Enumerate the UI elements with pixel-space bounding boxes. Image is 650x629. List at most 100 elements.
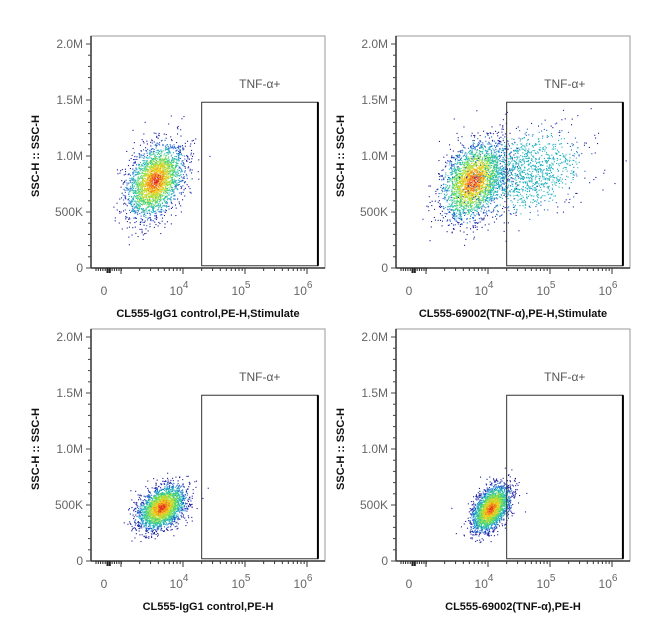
event-point bbox=[439, 206, 441, 208]
event-point bbox=[130, 199, 132, 201]
event-point bbox=[163, 164, 165, 166]
event-point bbox=[153, 163, 155, 165]
event-point bbox=[475, 202, 477, 204]
event-point bbox=[145, 163, 147, 165]
event-point bbox=[179, 151, 181, 153]
event-point bbox=[180, 153, 182, 155]
event-point bbox=[160, 181, 162, 183]
event-point bbox=[477, 169, 479, 171]
event-point bbox=[477, 179, 479, 181]
event-point bbox=[501, 172, 503, 174]
event-point bbox=[457, 179, 459, 181]
event-point bbox=[470, 201, 472, 203]
event-point bbox=[177, 173, 179, 175]
event-point bbox=[512, 181, 514, 183]
event-point bbox=[149, 177, 151, 179]
event-point bbox=[499, 173, 501, 175]
event-point bbox=[476, 204, 478, 206]
event-point bbox=[167, 187, 169, 189]
event-point bbox=[153, 188, 155, 190]
event-point bbox=[168, 147, 170, 149]
event-point bbox=[457, 161, 459, 163]
event-point bbox=[154, 180, 156, 182]
event-point bbox=[492, 181, 494, 183]
event-point bbox=[151, 176, 153, 178]
event-point bbox=[491, 160, 493, 162]
event-point bbox=[469, 186, 471, 188]
event-point bbox=[470, 153, 472, 155]
event-point bbox=[127, 199, 129, 201]
event-point bbox=[123, 210, 125, 212]
event-point bbox=[121, 197, 123, 199]
event-point bbox=[138, 185, 140, 187]
event-point bbox=[488, 180, 490, 182]
event-point bbox=[158, 200, 160, 202]
event-point bbox=[152, 158, 154, 160]
event-point bbox=[160, 171, 162, 173]
event-point bbox=[485, 192, 487, 194]
event-point bbox=[466, 153, 468, 155]
event-point bbox=[449, 144, 451, 146]
event-point bbox=[460, 186, 462, 188]
event-point bbox=[153, 210, 155, 212]
event-point bbox=[176, 183, 178, 185]
event-point bbox=[157, 208, 159, 210]
event-point bbox=[478, 160, 480, 162]
event-point bbox=[457, 223, 459, 225]
event-point bbox=[166, 201, 168, 203]
event-point bbox=[502, 140, 504, 142]
event-point bbox=[510, 213, 512, 215]
event-point bbox=[183, 165, 185, 167]
event-point bbox=[172, 181, 174, 183]
event-point bbox=[165, 177, 167, 179]
event-point bbox=[166, 165, 168, 167]
event-point bbox=[451, 164, 453, 166]
event-point bbox=[460, 171, 462, 173]
event-point bbox=[149, 195, 151, 197]
event-point bbox=[453, 228, 455, 230]
event-point bbox=[475, 179, 477, 181]
event-point bbox=[475, 171, 477, 173]
event-point bbox=[155, 214, 157, 216]
event-point bbox=[472, 140, 474, 142]
event-point bbox=[153, 173, 155, 175]
event-point bbox=[152, 179, 154, 181]
event-point bbox=[153, 191, 155, 193]
event-point bbox=[157, 194, 159, 196]
event-point bbox=[487, 190, 489, 192]
event-point bbox=[488, 185, 490, 187]
event-point bbox=[156, 177, 158, 179]
event-point bbox=[509, 179, 511, 181]
event-point bbox=[153, 185, 155, 187]
event-point bbox=[148, 204, 150, 206]
event-point bbox=[149, 163, 151, 165]
event-point bbox=[166, 195, 168, 197]
event-point bbox=[502, 134, 504, 136]
event-point bbox=[497, 135, 499, 137]
event-point bbox=[467, 172, 469, 174]
event-point bbox=[163, 154, 165, 156]
event-point bbox=[191, 158, 193, 160]
event-point bbox=[494, 167, 496, 169]
event-point bbox=[464, 205, 466, 207]
event-point bbox=[166, 144, 168, 146]
event-point bbox=[455, 173, 457, 175]
event-point bbox=[165, 173, 167, 175]
event-point bbox=[167, 174, 169, 176]
event-point bbox=[135, 180, 137, 182]
event-point bbox=[152, 196, 154, 198]
event-point bbox=[171, 169, 173, 171]
event-point bbox=[467, 163, 469, 165]
event-point bbox=[469, 174, 471, 176]
event-point bbox=[141, 194, 143, 196]
event-point bbox=[460, 193, 462, 195]
event-point bbox=[125, 203, 127, 205]
event-point bbox=[144, 233, 146, 235]
event-point bbox=[165, 172, 167, 174]
event-point bbox=[467, 151, 469, 153]
event-point bbox=[487, 167, 489, 169]
event-point bbox=[139, 188, 141, 190]
event-point bbox=[463, 177, 465, 179]
event-point bbox=[135, 174, 137, 176]
event-point bbox=[456, 206, 458, 208]
